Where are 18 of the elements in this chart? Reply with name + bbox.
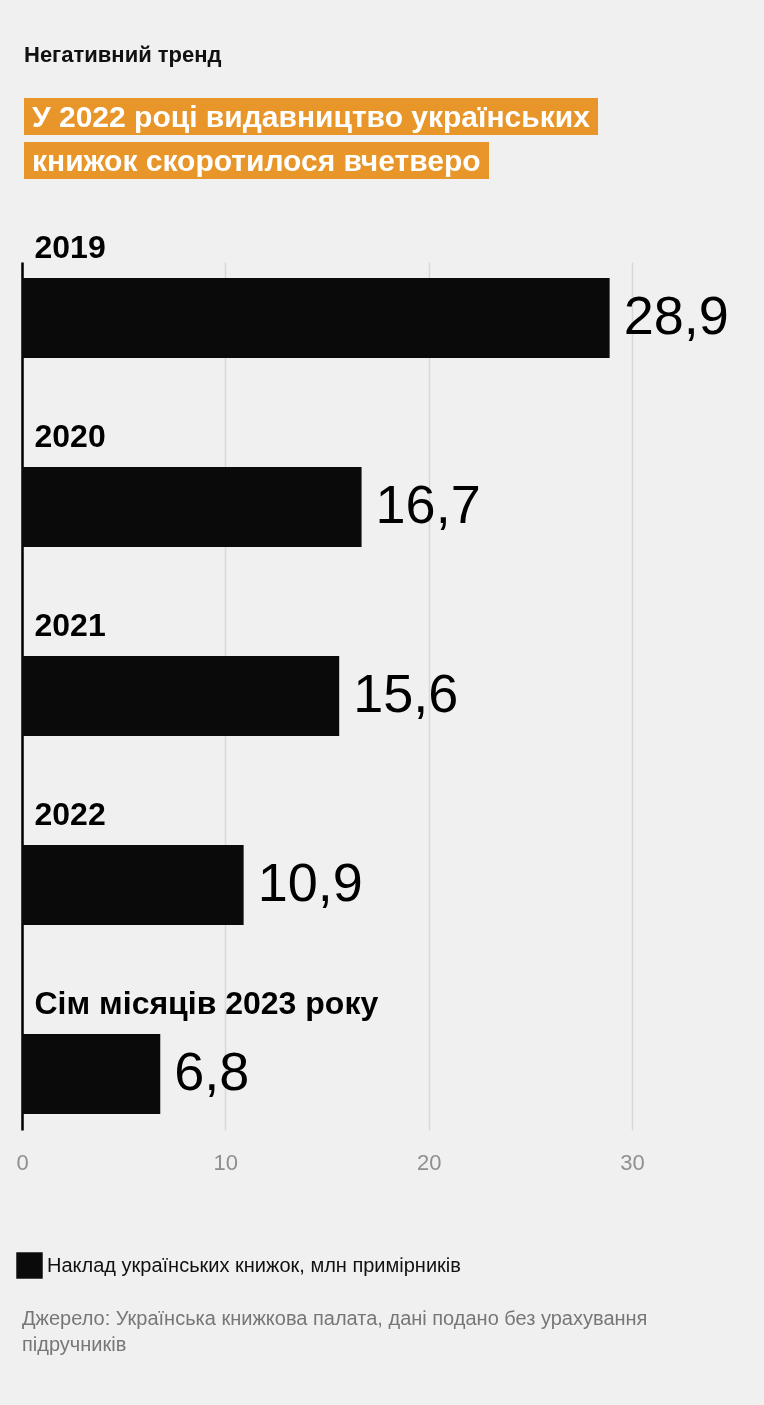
data-label: 10,9	[257, 851, 363, 912]
data-label: 6,8	[174, 1040, 250, 1101]
text: Джерело: Українська книжкова палата, дані подано без урахування підручників	[22, 1306, 649, 1357]
y-tick-label: Сім місяців 2023 року	[34, 984, 379, 1021]
data-label: 15,6	[353, 663, 459, 723]
x-tick-label: 20	[416, 1149, 442, 1175]
x-tick-label: 10	[213, 1149, 239, 1175]
legend-label: Наклад українських книжок, млн примірників	[47, 1253, 461, 1276]
y-tick-label: 2022	[34, 795, 106, 832]
data-label: 28,9	[623, 285, 729, 346]
y-tick-label: 2021	[34, 607, 106, 643]
y-tick-label: 2019	[34, 229, 106, 266]
x-tick-label: 30	[620, 1149, 645, 1175]
chart-subtitle: Негативний тренд	[24, 42, 222, 68]
chart-title: У 2022 році видавництво українських книжок скоротилося вчетверо	[24, 98, 598, 179]
data-label: 16,7	[375, 474, 481, 535]
y-tick-label: 2020	[34, 418, 106, 455]
x-tick-label: 0	[16, 1149, 29, 1175]
